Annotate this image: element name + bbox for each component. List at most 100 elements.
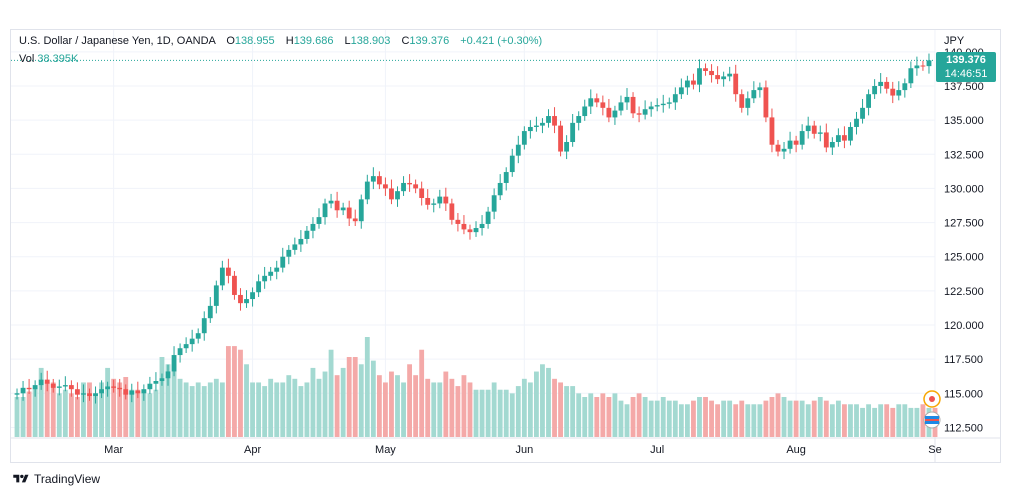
candle-body bbox=[395, 191, 400, 200]
volume-bar bbox=[709, 400, 714, 437]
close-value: 139.376 bbox=[409, 35, 450, 47]
candle-body bbox=[322, 203, 328, 218]
volume-bar bbox=[805, 404, 811, 437]
candle-body bbox=[304, 230, 310, 239]
volume-bar bbox=[793, 400, 799, 437]
volume-bar bbox=[618, 400, 624, 437]
candle-body bbox=[793, 140, 799, 145]
candle-body bbox=[829, 141, 835, 148]
candle-body bbox=[570, 122, 576, 142]
candle-body bbox=[213, 285, 219, 306]
candle-body bbox=[419, 188, 425, 198]
x-tick-label: Jun bbox=[515, 444, 533, 456]
volume-bar bbox=[479, 389, 485, 437]
volume-bar bbox=[467, 382, 473, 437]
volume-bar bbox=[576, 393, 582, 437]
volume-bar bbox=[866, 404, 872, 437]
volume-bar bbox=[195, 382, 201, 437]
volume-bar bbox=[558, 382, 563, 437]
volume-bar bbox=[672, 400, 678, 437]
candle-body bbox=[201, 318, 207, 334]
high-label: H bbox=[285, 35, 294, 47]
symbol-title[interactable]: U.S. Dollar / Japanese Yen, 1D, OANDA bbox=[19, 35, 216, 47]
candle-body bbox=[485, 211, 491, 224]
volume-bars bbox=[14, 337, 938, 437]
candle-body bbox=[376, 176, 382, 185]
x-tick-label: Jul bbox=[650, 444, 664, 456]
volume-bar bbox=[648, 400, 654, 437]
candle-body bbox=[552, 116, 557, 126]
candle-body bbox=[576, 116, 582, 123]
candle-body bbox=[823, 132, 829, 148]
tradingview-brand[interactable]: TradingView bbox=[12, 472, 100, 486]
volume-bar bbox=[503, 389, 509, 437]
candle-body bbox=[787, 140, 793, 149]
volume-bar bbox=[654, 400, 660, 437]
candle-body bbox=[346, 207, 352, 219]
candle-body bbox=[848, 126, 853, 141]
candle-body bbox=[799, 131, 805, 145]
volume-bar bbox=[56, 393, 62, 437]
volume-bar bbox=[93, 393, 98, 437]
volume-bar bbox=[389, 371, 394, 437]
price-axis[interactable]: 112.500 115.000 117.500 120.000 122.500 125.0… bbox=[944, 47, 984, 435]
candle-body bbox=[684, 80, 690, 88]
low-label: L bbox=[344, 35, 351, 47]
candle-body bbox=[383, 184, 388, 189]
x-tick-label: May bbox=[375, 444, 396, 456]
volume-bar bbox=[588, 393, 594, 437]
volume-bar bbox=[521, 378, 527, 437]
volume-bar bbox=[286, 375, 292, 437]
candle-body bbox=[648, 106, 654, 110]
volume-bar bbox=[135, 389, 141, 437]
indicator-icons[interactable] bbox=[923, 390, 941, 429]
currency-label: JPY bbox=[944, 35, 965, 47]
candle-body bbox=[515, 144, 521, 156]
candle-body bbox=[364, 181, 370, 200]
candle-body bbox=[117, 387, 123, 390]
volume-label[interactable]: Vol bbox=[19, 53, 35, 65]
flag-stripe-red-icon bbox=[925, 419, 939, 421]
candle-body bbox=[153, 381, 159, 384]
volume-bar bbox=[262, 386, 268, 437]
volume-bar bbox=[395, 375, 400, 437]
volume-bar bbox=[62, 389, 68, 437]
y-tick-label: 117.500 bbox=[944, 354, 983, 366]
volume-bar bbox=[600, 393, 606, 437]
candle-body bbox=[854, 118, 859, 127]
volume-bar bbox=[612, 393, 618, 437]
volume-bar bbox=[715, 404, 721, 437]
candle-body bbox=[606, 107, 612, 118]
candle-body bbox=[74, 389, 80, 395]
candle-body bbox=[540, 122, 545, 126]
volume-bar bbox=[274, 382, 280, 437]
volume-bar bbox=[703, 397, 708, 437]
candle-body bbox=[521, 131, 527, 145]
x-tick-label: Aug bbox=[786, 444, 806, 456]
candle-body bbox=[660, 103, 666, 106]
volume-bar bbox=[473, 389, 479, 437]
volume-value: 38.395K bbox=[37, 53, 79, 65]
volume-bar bbox=[823, 400, 829, 437]
volume-bar bbox=[316, 378, 322, 437]
candle-body bbox=[352, 218, 358, 222]
time-axis[interactable]: Mar Apr May Jun Jul Aug Se bbox=[104, 444, 942, 456]
candle-body bbox=[745, 98, 751, 108]
candle-body bbox=[890, 88, 896, 96]
candle-body bbox=[642, 109, 648, 115]
candle-body bbox=[721, 76, 727, 80]
y-tick-label: 120.000 bbox=[944, 320, 984, 332]
volume-bar bbox=[419, 349, 425, 437]
volume-bar bbox=[540, 364, 545, 437]
candle-body bbox=[727, 73, 733, 77]
volume-bar bbox=[171, 364, 177, 437]
volume-bar bbox=[328, 349, 334, 437]
volume-bar bbox=[860, 407, 865, 437]
candle-body bbox=[479, 223, 485, 229]
candle-body bbox=[431, 203, 437, 205]
candle-body bbox=[582, 106, 588, 117]
candle-body bbox=[316, 217, 322, 224]
candle-body bbox=[564, 141, 570, 152]
y-tick-label: 135.000 bbox=[944, 115, 984, 127]
